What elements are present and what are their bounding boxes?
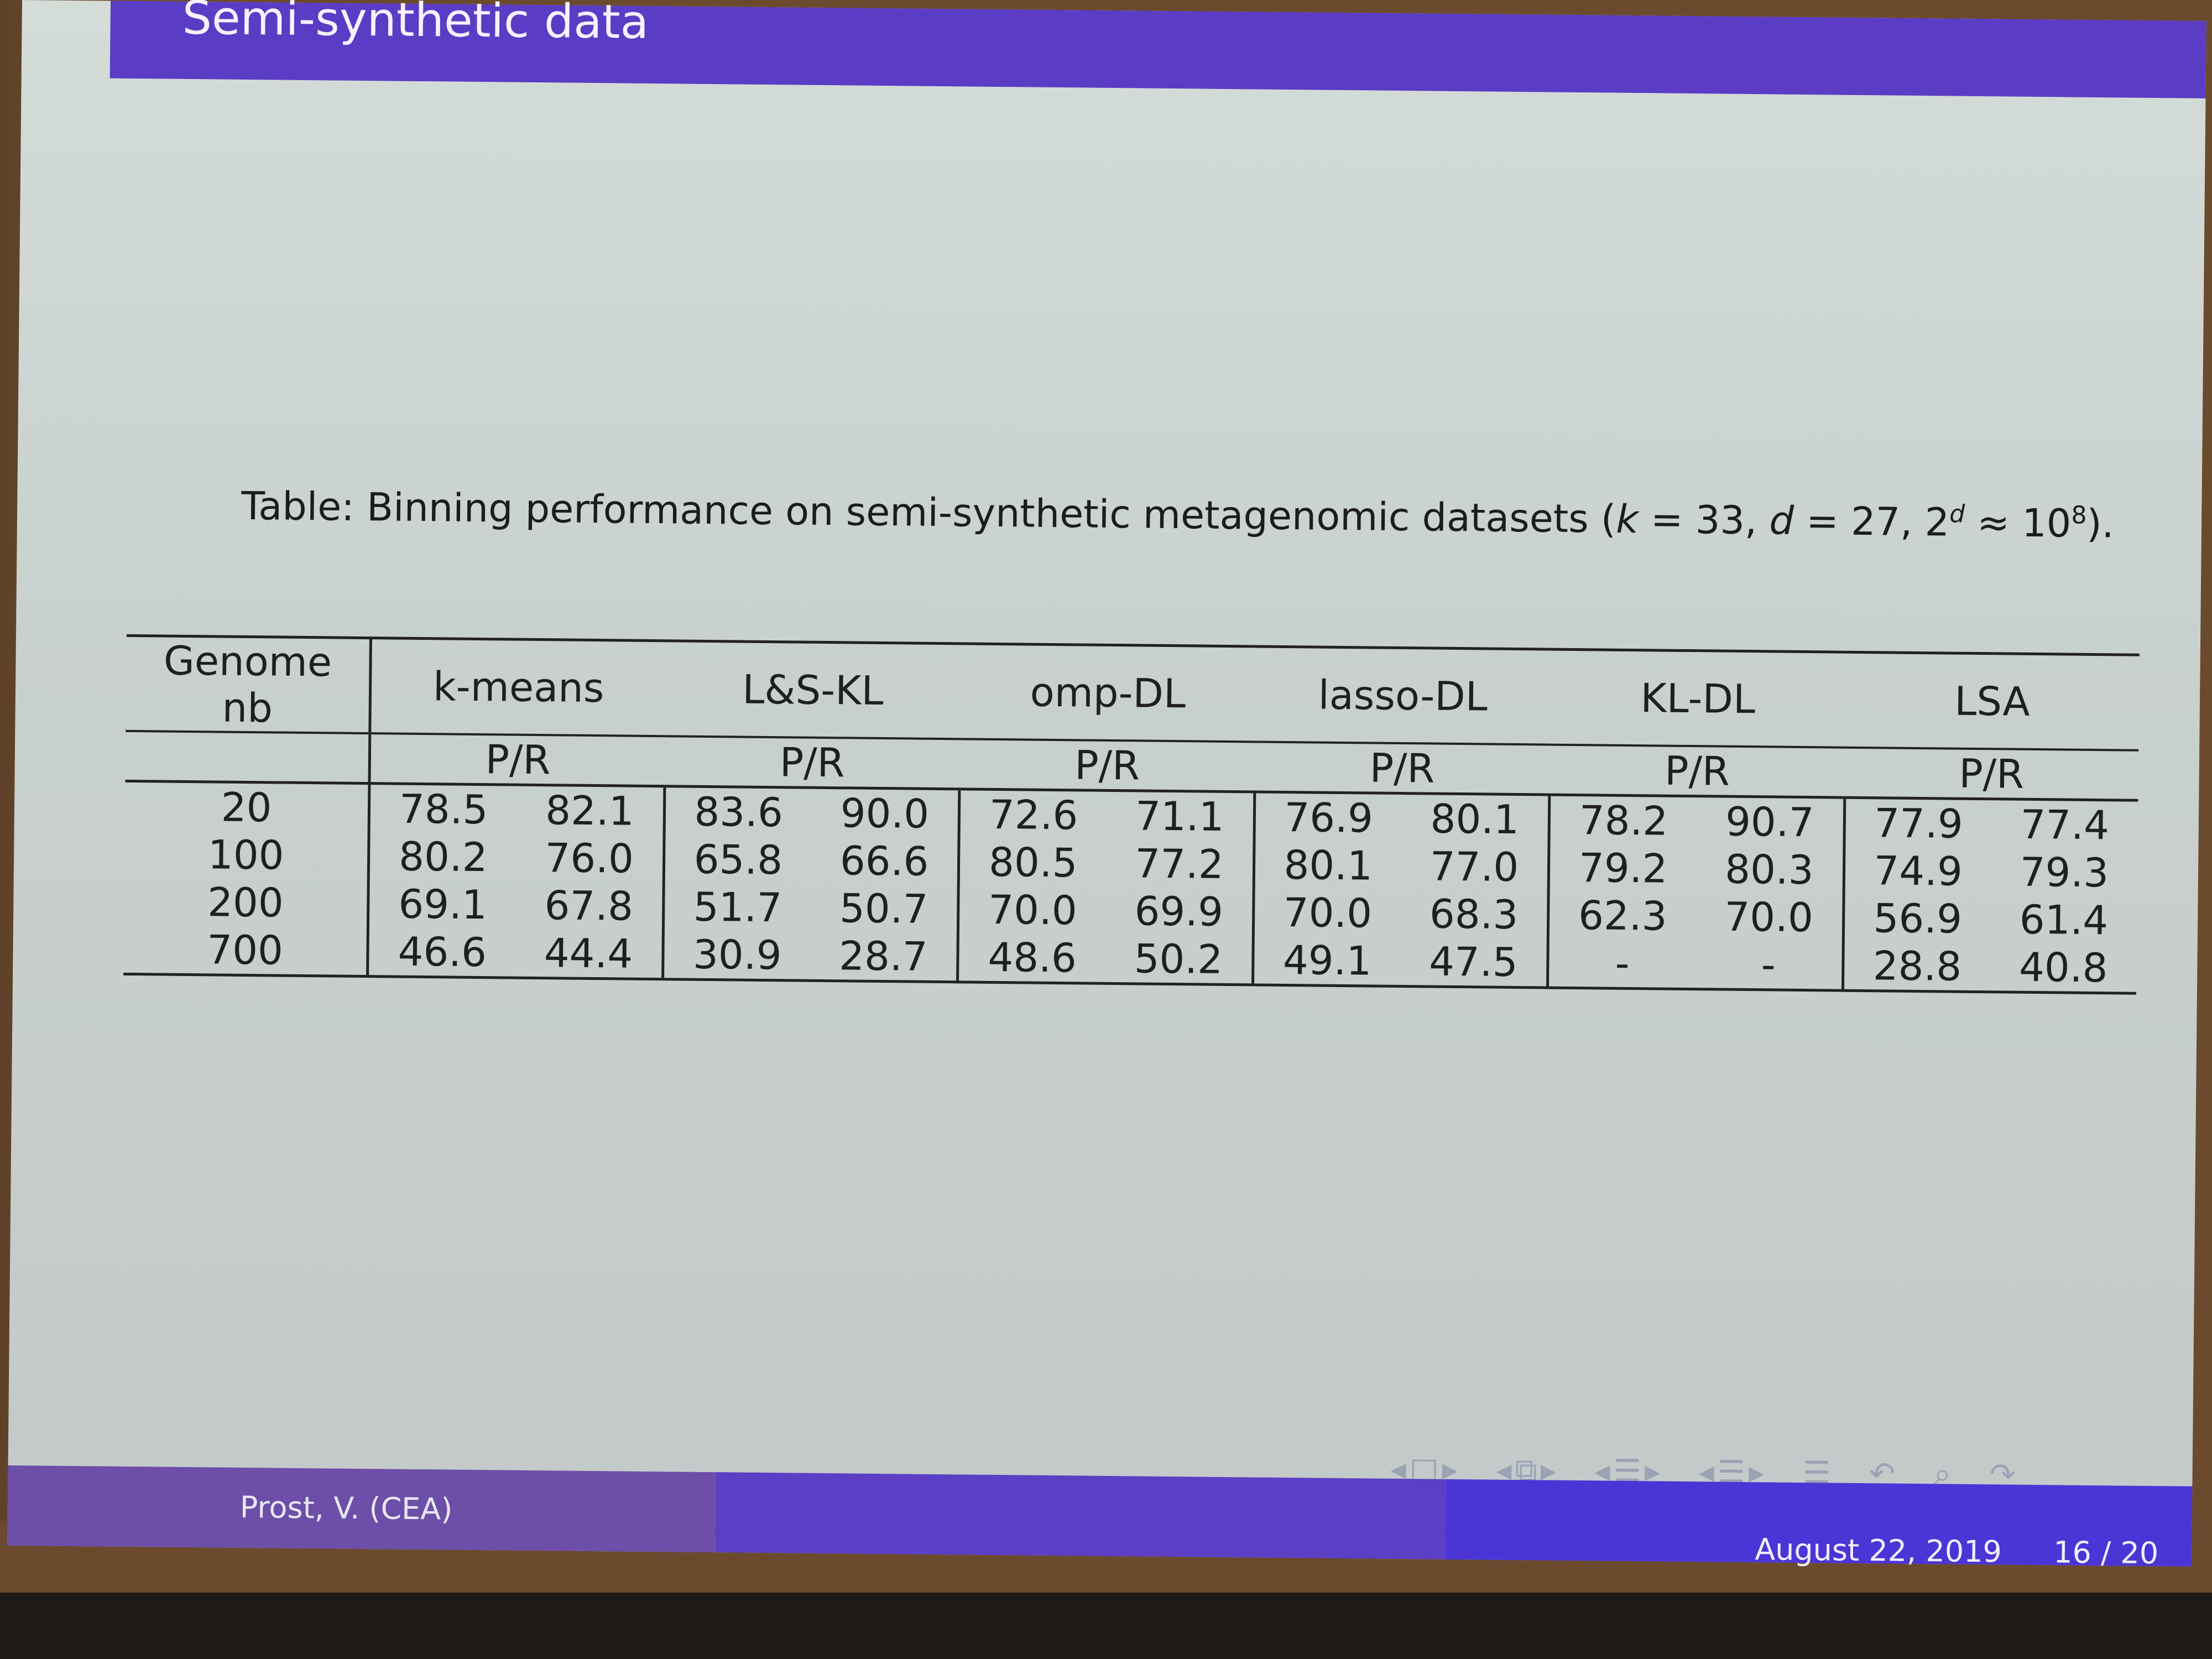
method-header-row: Genome nb k-means L&S-KL omp-DL lasso-DL… (126, 635, 2140, 750)
method-lsa: LSA (1845, 652, 2140, 750)
table-cell: 90.7 (1696, 796, 1845, 847)
table-cell: 90.0 (811, 787, 959, 838)
table-cell: 80.3 (1695, 845, 1844, 894)
table-cell: 44.4 (515, 928, 664, 979)
footer-left: Prost, V. (CEA) (7, 1465, 716, 1553)
table-cell: 80.1 (1401, 793, 1550, 844)
metric-label: P/R (1549, 744, 1845, 798)
genome-count: 200 (123, 877, 369, 928)
table-cell: 28.8 (1872, 942, 1962, 990)
row-header-blank (125, 731, 370, 784)
table-cell: 46.6 (398, 928, 487, 976)
table-cell: 62.3 (1578, 892, 1667, 940)
table-cell: - (1695, 940, 1843, 991)
method-kmeans: k-means (369, 638, 666, 737)
presentation-date: August 22, 2019 (1754, 1532, 2002, 1569)
table-cell: 80.1 (1284, 841, 1373, 889)
genome-count: 20 (124, 781, 370, 833)
table-cell: 71.1 (1106, 790, 1255, 841)
table-cell: 79.2 (1578, 844, 1668, 892)
table-cell: 28.7 (810, 931, 958, 982)
footer-middle (715, 1472, 1446, 1559)
method-omp-dl: omp-DL (959, 643, 1256, 742)
row-header: Genome nb (126, 635, 371, 734)
table-cell: 76.9 (1284, 794, 1374, 842)
page-number: 16 / 20 (2053, 1535, 2159, 1571)
table-cell: 70.0 (1695, 893, 1844, 942)
table-cell: 69.1 (398, 880, 488, 928)
metric-label: P/R (664, 736, 960, 789)
room-floor (0, 1593, 2212, 1659)
method-ls-kl: L&S-KL (665, 640, 961, 739)
table-cell: 77.0 (1401, 842, 1550, 891)
table-cell: 80.2 (398, 833, 488, 881)
table-cell: 76.0 (516, 833, 664, 883)
table-cell: 68.3 (1400, 890, 1549, 939)
table-caption: Table: Binning performance on semi-synth… (241, 483, 2115, 547)
genome-count: 700 (123, 925, 368, 977)
genome-count: 100 (124, 830, 369, 880)
table-cell: 56.9 (1873, 895, 1963, 942)
table-cell: 78.5 (399, 785, 488, 833)
table-cell: 77.9 (1874, 800, 1964, 847)
metric-label: P/R (959, 739, 1255, 792)
table-cell: 78.2 (1579, 797, 1668, 844)
table-cell: - (1615, 940, 1630, 987)
table-cell: 74.9 (1874, 847, 1963, 895)
table-cell: 77.4 (2020, 801, 2110, 849)
title-bar: Semi-synthetic data (109, 0, 2206, 98)
table-cell: 70.0 (988, 886, 1078, 934)
table-cell: 72.6 (989, 791, 1078, 839)
table-cell: 30.9 (692, 931, 782, 979)
metric-label: P/R (1844, 747, 2139, 801)
table-cell: 40.8 (2018, 943, 2108, 992)
table-cell: 69.9 (1105, 886, 1254, 936)
table-cell: 83.6 (694, 788, 784, 836)
table-cell: 66.6 (811, 836, 959, 886)
table-cell: 49.1 (1282, 936, 1372, 984)
table-cell: 51.7 (693, 883, 782, 931)
table-cell: 48.6 (988, 933, 1077, 982)
table-cell: 65.8 (693, 836, 783, 884)
table-cell: 79.3 (2020, 848, 2109, 896)
table-cell: 80.5 (988, 838, 1078, 886)
metric-label: P/R (1254, 742, 1550, 795)
results-table: Genome nb k-means L&S-KL omp-DL lasso-DL… (123, 634, 2140, 995)
table-cell: 47.5 (1400, 937, 1548, 988)
method-kl-dl: KL-DL (1550, 649, 1846, 748)
table-cell: 82.1 (516, 785, 665, 836)
table-cell: 70.0 (1283, 889, 1373, 937)
projected-slide: Semi-synthetic data Table: Binning perfo… (7, 0, 2206, 1571)
metric-label: P/R (369, 733, 665, 786)
author: Prost, V. (CEA) (239, 1489, 453, 1527)
table-cell: 50.7 (810, 884, 959, 933)
slide-title: Semi-synthetic data (182, 0, 649, 49)
table-cell: 61.4 (2019, 896, 2109, 944)
table-cell: 77.2 (1106, 839, 1254, 889)
table-cell: 50.2 (1105, 934, 1253, 985)
table-cell: 67.8 (515, 881, 664, 931)
method-lasso-dl: lasso-DL (1255, 646, 1551, 745)
